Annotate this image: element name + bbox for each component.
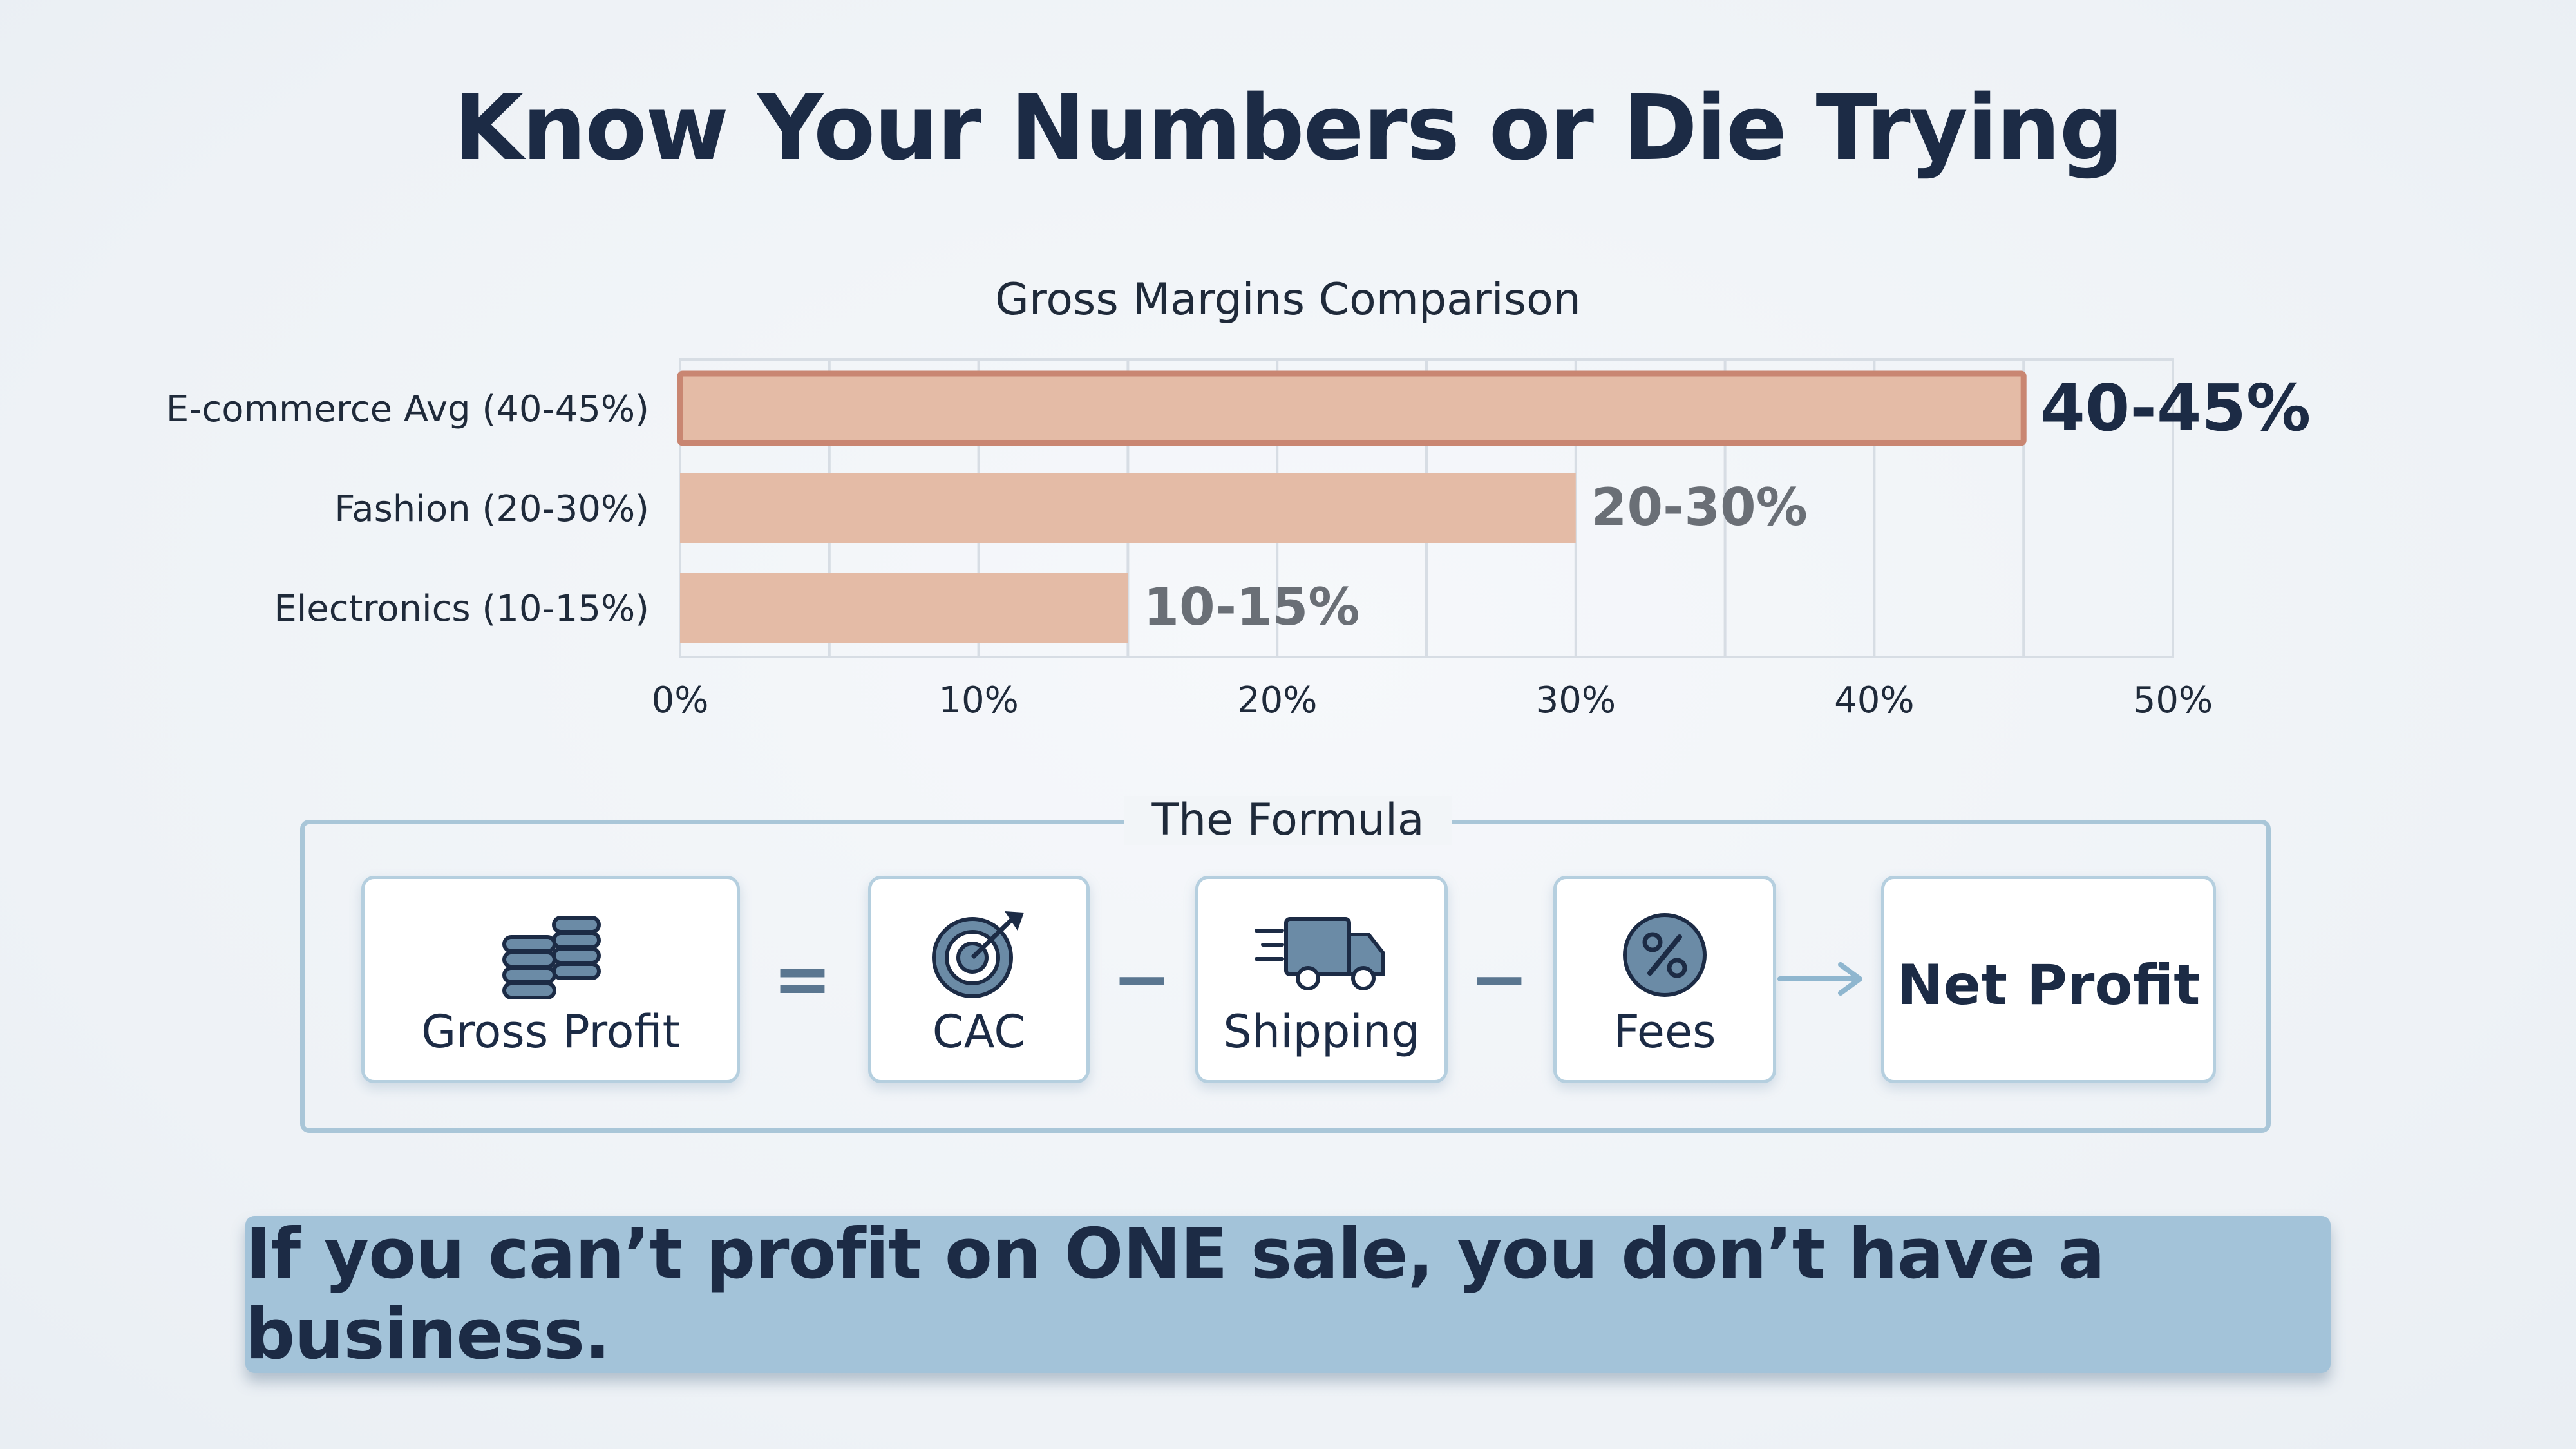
gross-profit-label: Gross Profit (421, 1005, 681, 1058)
shipping-card: Shipping (1195, 876, 1448, 1083)
x-tick-label: 20% (1237, 679, 1317, 721)
net-profit-label: Net Profit (1897, 953, 2201, 1018)
gross-profit-card: Gross Profit (361, 876, 740, 1083)
percent-icon (1557, 905, 1773, 1001)
formula-label: The Formula (1124, 796, 1452, 845)
category-label: Electronics (10-15%) (274, 588, 649, 630)
minus-operator: − (1112, 938, 1172, 1020)
data-label: 40-45% (2040, 370, 2311, 446)
fees-label: Fees (1613, 1005, 1716, 1058)
fees-card: Fees (1553, 876, 1776, 1083)
arrow-right-icon (1776, 960, 1866, 998)
cac-label: CAC (932, 1005, 1026, 1058)
data-label: 20-30% (1591, 477, 1808, 537)
net-profit-card: Net Profit (1881, 876, 2216, 1083)
minus-operator: − (1469, 938, 1530, 1020)
chart-title: Gross Margins Comparison (995, 274, 1581, 325)
equals-operator: = (772, 938, 833, 1020)
bar (680, 473, 1576, 543)
bar (677, 370, 2027, 446)
category-label: Fashion (20-30%) (334, 488, 649, 530)
bar (680, 573, 1128, 643)
coin-stack-icon (365, 905, 737, 1001)
x-tick-label: 40% (1834, 679, 1914, 721)
x-tick-label: 0% (652, 679, 709, 721)
data-label: 10-15% (1143, 577, 1359, 637)
gross-margins-chart: 0% 10% 20% 30% 40% 50% E-commerce Avg (40-45%)… (166, 358, 2311, 721)
cac-card: CAC (868, 876, 1090, 1083)
shipping-label: Shipping (1223, 1005, 1420, 1058)
x-tick-label: 30% (1536, 679, 1616, 721)
page-title: Know Your Numbers or Die Trying (453, 76, 2124, 181)
x-tick-label: 50% (2133, 679, 2213, 721)
target-icon (871, 905, 1086, 1001)
x-tick-label: 10% (938, 679, 1018, 721)
delivery-truck-icon (1198, 905, 1444, 1001)
banner-text: If you can’t profit on ONE sale, you don… (245, 1214, 2105, 1375)
takeaway-banner: If you can’t profit on ONE sale, you don… (245, 1214, 2331, 1375)
category-label: E-commerce Avg (40-45%) (166, 388, 649, 430)
